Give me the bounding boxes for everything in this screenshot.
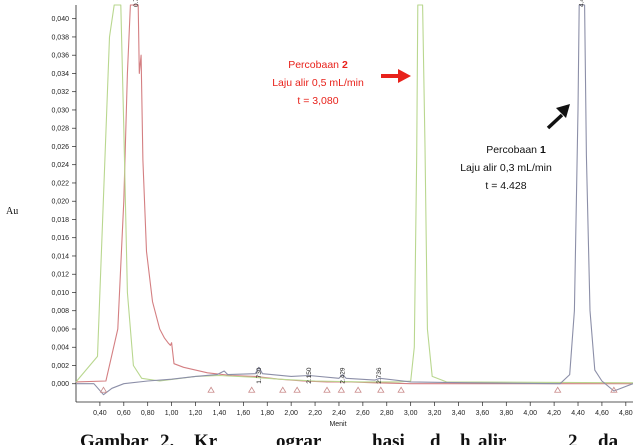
peak-label: 0.701 xyxy=(133,0,140,7)
annotation-2-flow-rate: Laju alir 0,5 mL/min xyxy=(272,77,364,89)
caption-number: 2. xyxy=(160,431,174,445)
y-tick-label: 0,040 xyxy=(51,16,69,23)
x-tick-label: 0,60 xyxy=(117,410,131,417)
caption-fragment-4: d xyxy=(430,431,441,445)
annotation-percobaan-1: Percobaan 1 Laju alir 0,3 mL/min t = 4.4… xyxy=(460,104,570,192)
series-group xyxy=(75,4,633,396)
baseline-marker xyxy=(337,386,346,393)
peak-labels-group: 0.701 1.730 2.150 2.429 2.736 4.428 xyxy=(133,0,585,384)
baseline-marker xyxy=(553,386,562,393)
x-tick-label: 0,80 xyxy=(141,410,155,417)
y-tick-label: 0,006 xyxy=(51,326,69,333)
annotation-1-time: t = 4.428 xyxy=(485,180,526,192)
x-tick-label: 3,60 xyxy=(476,410,490,417)
y-tick-label: 0,000 xyxy=(51,381,69,388)
y-tick-label: 0,038 xyxy=(51,34,69,41)
y-tick-label: 0,010 xyxy=(51,290,69,297)
baseline-marker xyxy=(323,386,331,393)
caption-fragment-6: alir xyxy=(478,431,507,445)
caption-fragment-8: da xyxy=(598,431,619,445)
baseline-marker xyxy=(99,386,108,393)
x-tick-label: 2,00 xyxy=(284,410,298,417)
x-tick-label: 3,80 xyxy=(499,410,513,417)
caption-fragment-3: hasi xyxy=(372,431,405,445)
annotation-percobaan-2: Percobaan 2 Laju alir 0,5 mL/min t = 3,0… xyxy=(272,59,411,107)
baseline-marker xyxy=(207,386,215,393)
baseline-marker xyxy=(377,386,385,393)
x-tick-label: 4,20 xyxy=(547,410,561,417)
x-tick-label: 2,20 xyxy=(308,410,322,417)
baseline-marker xyxy=(354,386,362,393)
annotation-1-flow-rate: Laju alir 0,3 mL/min xyxy=(460,162,552,174)
y-tick-label: 0,020 xyxy=(51,199,69,206)
annotation-2-time: t = 3,080 xyxy=(297,95,338,107)
x-tick-label: 4,40 xyxy=(571,410,585,417)
x-tick-label: 1,00 xyxy=(165,410,179,417)
x-tick-label: 4,00 xyxy=(523,410,537,417)
x-tick-label: 1,40 xyxy=(213,410,227,417)
caption-fragment-5: h xyxy=(460,431,471,445)
x-tick-label: 2,40 xyxy=(332,410,346,417)
peak-label: 4.428 xyxy=(578,0,585,7)
peak-label: 2.429 xyxy=(339,367,346,384)
y-tick-label: 0,024 xyxy=(51,162,69,169)
caption-fragment-7: 2 xyxy=(568,431,578,445)
baseline-marker xyxy=(293,386,301,393)
x-tick-label: 1,60 xyxy=(237,410,251,417)
y-tick-label: 0,030 xyxy=(51,107,69,114)
caption-fragment-2: ograr xyxy=(276,431,322,445)
y-tick-label: 0,022 xyxy=(51,180,69,187)
y-tick-label: 0,002 xyxy=(51,363,69,370)
baseline-markers-group xyxy=(99,386,618,393)
y-tick-label: 0,034 xyxy=(51,71,69,78)
x-tick-label: 3,40 xyxy=(452,410,466,417)
red-arrow-icon xyxy=(381,69,411,83)
annotation-1-title: Percobaan 1 xyxy=(486,144,546,156)
y-tick-label: 0,012 xyxy=(51,272,69,279)
peak-label: 2.736 xyxy=(376,367,383,384)
x-tick-label: 4,60 xyxy=(595,410,609,417)
y-tick-label: 0,036 xyxy=(51,53,69,60)
x-tick-label: 4,80 xyxy=(619,410,633,417)
x-tick-label: 2,60 xyxy=(356,410,370,417)
y-tick-label: 0,004 xyxy=(51,345,69,352)
x-tick-label: 3,20 xyxy=(428,410,442,417)
y-axis-label: Au xyxy=(6,206,18,217)
series-line-3 xyxy=(76,4,633,396)
x-tick-label: 3,00 xyxy=(404,410,418,417)
caption-word-gambar: Gambar xyxy=(80,431,149,445)
y-tick-label: 0,014 xyxy=(51,253,69,260)
baseline-marker xyxy=(397,386,405,393)
caption-fragment-1: Kr xyxy=(194,431,218,445)
baseline-marker xyxy=(247,386,256,393)
y-tick-label: 0,028 xyxy=(51,126,69,133)
y-tick-label: 0,032 xyxy=(51,89,69,96)
baseline-marker xyxy=(279,386,287,393)
series-line-2 xyxy=(75,4,633,384)
y-tick-label: 0,026 xyxy=(51,144,69,151)
y-tick-label: 0,008 xyxy=(51,308,69,315)
x-tick-label: 1,20 xyxy=(189,410,203,417)
y-tick-label: 0,016 xyxy=(51,235,69,242)
axes-group: 0,040 0,038 0,036 0,034 0,032 0,030 0,028 0,026… xyxy=(51,5,633,417)
x-axis-label: Menit xyxy=(329,421,346,428)
black-arrow-icon xyxy=(546,104,570,130)
baseline-marker xyxy=(610,386,618,393)
peak-label: 1.730 xyxy=(256,367,263,384)
figure-caption: Gambar 2. Kr ograr hasi d h alir 2 da xyxy=(80,431,619,445)
x-tick-label: 0,40 xyxy=(93,410,107,417)
annotation-2-title: Percobaan 2 xyxy=(288,59,348,71)
x-tick-label: 2,80 xyxy=(380,410,394,417)
peak-label: 2.150 xyxy=(306,367,313,384)
x-tick-label: 1,80 xyxy=(260,410,274,417)
y-tick-label: 0,018 xyxy=(51,217,69,224)
